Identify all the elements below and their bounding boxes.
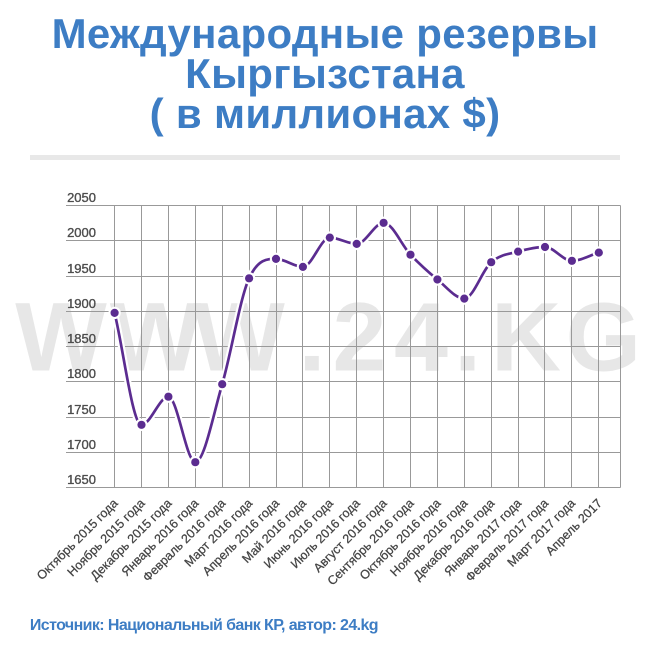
svg-text:1850: 1850 bbox=[67, 331, 96, 346]
svg-text:1950: 1950 bbox=[67, 261, 96, 276]
svg-text:1700: 1700 bbox=[67, 437, 96, 452]
svg-text:1650: 1650 bbox=[67, 472, 96, 487]
svg-text:1900: 1900 bbox=[67, 296, 96, 311]
svg-text:W: W bbox=[15, 283, 107, 392]
svg-text:4: 4 bbox=[394, 283, 448, 392]
svg-text:2000: 2000 bbox=[67, 225, 96, 240]
svg-text:1800: 1800 bbox=[67, 366, 96, 381]
svg-text:2: 2 bbox=[333, 283, 387, 392]
svg-text:G: G bbox=[566, 283, 641, 392]
svg-text:1750: 1750 bbox=[67, 402, 96, 417]
svg-text:K: K bbox=[491, 283, 561, 392]
svg-text:2050: 2050 bbox=[67, 190, 96, 205]
svg-text:.: . bbox=[299, 283, 326, 392]
